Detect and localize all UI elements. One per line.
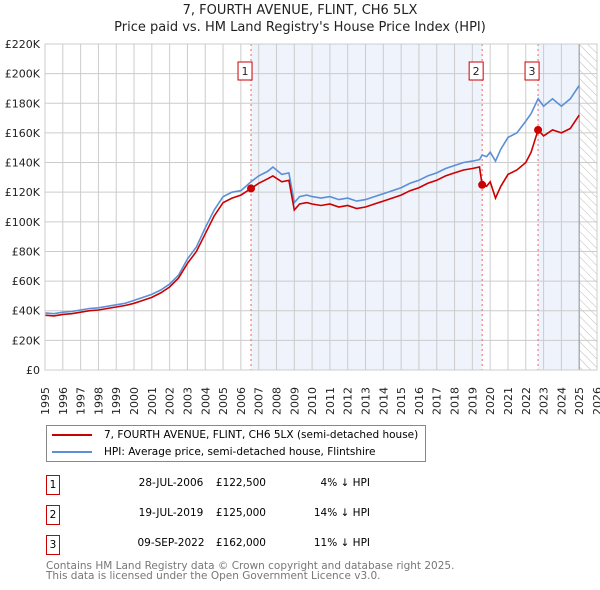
- x-tick-label: 2004: [199, 387, 212, 415]
- sale-price: £122,500: [215, 477, 266, 489]
- y-tick-label: £200K: [5, 68, 41, 81]
- sale-row-1: 1 28-JUL-2006 £122,500 4% ↓ HPI: [46, 475, 446, 497]
- x-tick-label: 2015: [395, 387, 408, 415]
- hpi-line: [44, 85, 580, 315]
- x-tick-label: 2013: [360, 387, 373, 415]
- sale-price: £162,000: [215, 537, 266, 549]
- y-tick-label: £0: [26, 364, 40, 377]
- shaded-region: [538, 44, 580, 370]
- x-tick-label: 2023: [538, 387, 551, 415]
- x-tick-label: 2016: [413, 387, 426, 415]
- y-tick-label: £100K: [5, 216, 41, 229]
- x-tick-label: 2017: [431, 387, 444, 415]
- y-tick-label: £60K: [12, 275, 41, 288]
- x-tick-label: 2010: [306, 387, 319, 415]
- sale-point: [478, 180, 487, 189]
- x-tick-label: 2024: [555, 387, 568, 415]
- chart-title: 7, FOURTH AVENUE, FLINT, CH6 5LX: [182, 3, 418, 18]
- sale-label-box: [237, 61, 253, 81]
- x-tick-label: 2020: [484, 387, 497, 415]
- forecast-hatch: [579, 44, 597, 370]
- x-tick-label: 2001: [146, 387, 159, 415]
- sale-date: 28-JUL-2006: [138, 477, 204, 489]
- x-tick-label: 1995: [39, 387, 52, 415]
- x-tick-label: 2026: [591, 387, 600, 415]
- footer-licence: This data is licensed under the Open Gov…: [46, 570, 381, 582]
- x-tick-label: 1997: [75, 387, 88, 415]
- x-tick-label: 2000: [128, 387, 141, 415]
- sale-label-box: [524, 61, 540, 81]
- sale-label: 2: [473, 65, 480, 78]
- x-tick-label: 2014: [377, 387, 390, 415]
- sale-hpi: 4% ↓ HPI: [320, 477, 370, 489]
- x-tick-label: 2005: [217, 387, 230, 415]
- y-tick-label: £40K: [12, 305, 41, 318]
- sale-marker: 3: [46, 535, 60, 555]
- x-tick-label: 2012: [342, 387, 355, 415]
- sale-label-box: [468, 61, 484, 81]
- chart-plot: 1995 1996 1997 1998 1999 2000 2001 2002 2003 2004…: [5, 38, 600, 415]
- sale-hpi: 14% ↓ HPI: [313, 507, 370, 519]
- price-line: [44, 114, 580, 317]
- sale-point: [247, 184, 256, 193]
- plot-border: [44, 43, 598, 371]
- y-tick-label: £180K: [5, 97, 41, 110]
- sale-row-2: 2 19-JUL-2019 £125,000 14% ↓ HPI: [46, 505, 446, 527]
- footer-copyright: Contains HM Land Registry data © Crown c…: [46, 560, 455, 572]
- sale-date: 09-SEP-2022: [137, 537, 205, 549]
- x-tick-label: 2007: [253, 387, 266, 415]
- legend-label-price: 7, FOURTH AVENUE, FLINT, CH6 5LX (semi-d…: [104, 429, 419, 441]
- sale-point: [534, 125, 543, 134]
- sale-date: 19-JUL-2019: [138, 507, 204, 519]
- chart-subtitle: Price paid vs. HM Land Registry's House …: [114, 20, 486, 35]
- sale-marker: 2: [46, 505, 60, 525]
- x-tick-label: 2009: [288, 387, 301, 415]
- sale-label: 1: [242, 65, 249, 78]
- x-tick-label: 2021: [502, 387, 515, 415]
- legend: 7, FOURTH AVENUE, FLINT, CH6 5LX (semi-d…: [46, 425, 426, 462]
- x-tick-label: 1998: [92, 387, 105, 415]
- y-tick-label: £140K: [5, 157, 41, 170]
- legend-swatch-hpi: [52, 451, 92, 453]
- legend-label-hpi: HPI: Average price, semi-detached house,…: [104, 446, 376, 458]
- x-tick-label: 2011: [324, 387, 337, 415]
- x-tick-label: 2022: [520, 387, 533, 415]
- x-tick-label: 2025: [573, 387, 586, 415]
- y-tick-label: £20K: [12, 334, 41, 347]
- x-tick-label: 2002: [164, 387, 177, 415]
- y-tick-label: £220K: [5, 38, 41, 51]
- legend-swatch-price: [52, 434, 92, 436]
- x-tick-label: 2006: [235, 387, 248, 415]
- y-tick-label: £120K: [5, 186, 41, 199]
- x-tick-label: 2008: [270, 387, 283, 415]
- x-tick-label: 1999: [110, 387, 123, 415]
- sale-marker: 1: [46, 475, 60, 495]
- x-tick-label: 1996: [57, 387, 70, 415]
- sale-price: £125,000: [215, 507, 266, 519]
- sale-hpi: 11% ↓ HPI: [313, 537, 370, 549]
- x-tick-label: 2018: [449, 387, 462, 415]
- y-tick-label: £160K: [5, 127, 41, 140]
- x-tick-label: 2003: [181, 387, 194, 415]
- y-tick-label: £80K: [12, 245, 41, 258]
- sale-row-3: 3 09-SEP-2022 £162,000 11% ↓ HPI: [46, 535, 446, 557]
- sale-label: 3: [529, 65, 536, 78]
- x-tick-label: 2019: [466, 387, 479, 415]
